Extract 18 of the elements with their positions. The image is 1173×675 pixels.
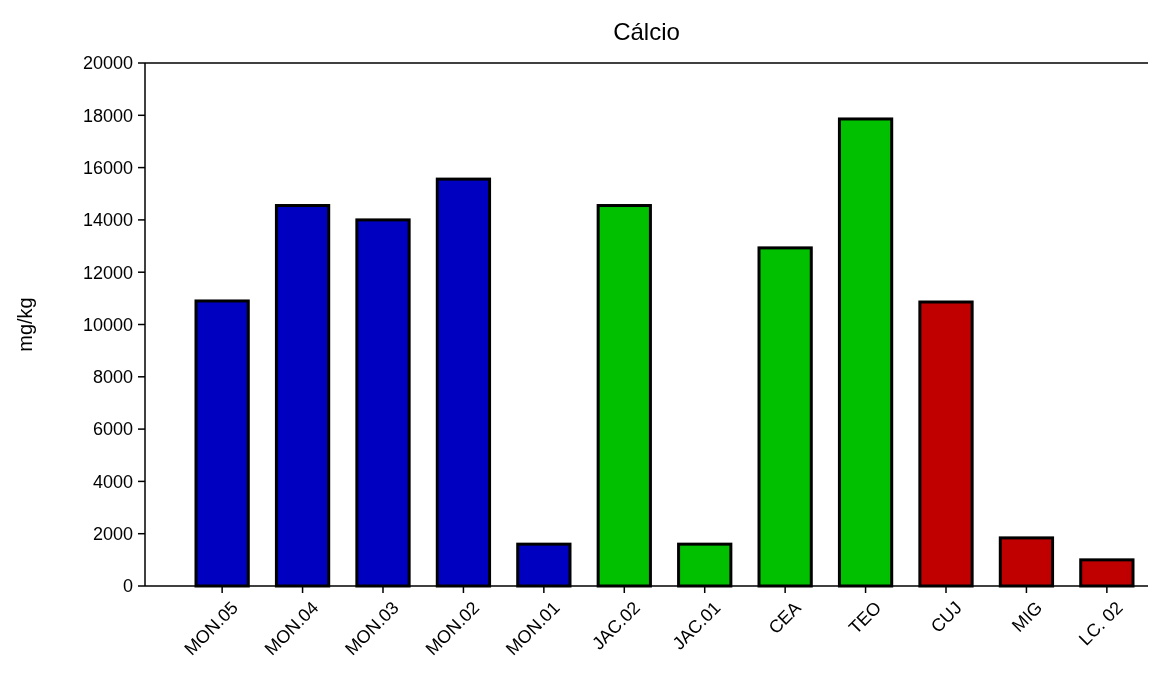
- y-tick-label: 6000: [92, 419, 133, 440]
- y-tick-label: 4000: [92, 471, 133, 492]
- y-tick-label: 8000: [92, 367, 133, 388]
- x-tick-label: TEO: [844, 597, 886, 638]
- x-tick-label: MIG: [1007, 597, 1047, 636]
- y-tick-label: 0: [122, 576, 133, 597]
- x-tick-label: CUJ: [926, 597, 966, 637]
- x-tick-label: CEA: [764, 597, 805, 638]
- y-tick-label: 18000: [82, 105, 133, 126]
- y-tick-label: 14000: [82, 210, 133, 231]
- x-tick-label: LC. 02: [1074, 597, 1127, 650]
- y-tick-label: 10000: [82, 314, 133, 335]
- y-tick-label: 12000: [82, 262, 133, 283]
- y-tick-label: 2000: [92, 524, 133, 544]
- y-tick-label: 16000: [82, 157, 133, 178]
- y-axis-title: mg/kg: [14, 297, 36, 352]
- chart-title: Cálcio: [613, 18, 680, 45]
- y-tick-label: 20000: [82, 53, 133, 74]
